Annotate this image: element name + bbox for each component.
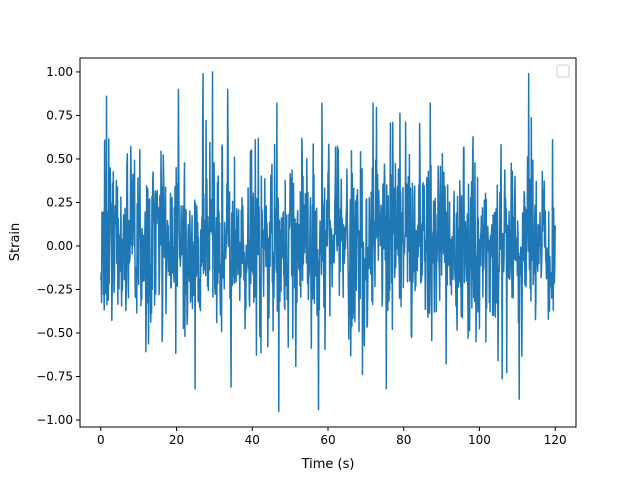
y-tick-label: 0.75: [46, 108, 73, 122]
series-layer: [100, 71, 556, 413]
y-tick-label: 1.00: [46, 65, 73, 79]
y-tick-label: 0.25: [46, 195, 73, 209]
y-axis-ticks: −1.00 −0.75 −0.50 −0.25 0.00 0.25 0.50 0.75 1.00: [36, 65, 80, 427]
y-tick-label: −0.75: [36, 370, 73, 384]
x-tick-label: 40: [245, 433, 260, 447]
y-tick-label: 0.50: [46, 152, 73, 166]
x-tick-label: 20: [169, 433, 184, 447]
x-tick-label: 120: [544, 433, 567, 447]
x-tick-label: 0: [97, 433, 105, 447]
y-tick-label: 0.00: [46, 239, 73, 253]
y-tick-label: −1.00: [36, 413, 73, 427]
x-tick-label: 60: [320, 433, 335, 447]
plot-area-frame: [79, 57, 577, 428]
x-axis-ticks: 0 20 40 60 80 100 120: [97, 427, 567, 447]
y-tick-label: −0.25: [36, 282, 73, 296]
x-tick-label: 80: [396, 433, 411, 447]
y-tick-label: −0.50: [36, 326, 73, 340]
x-axis-label: Time (s): [301, 457, 355, 472]
x-tick-label: 100: [468, 433, 491, 447]
y-axis-label: Strain: [8, 223, 23, 262]
strain-series-line: [100, 71, 556, 413]
legend-box: [556, 64, 570, 78]
